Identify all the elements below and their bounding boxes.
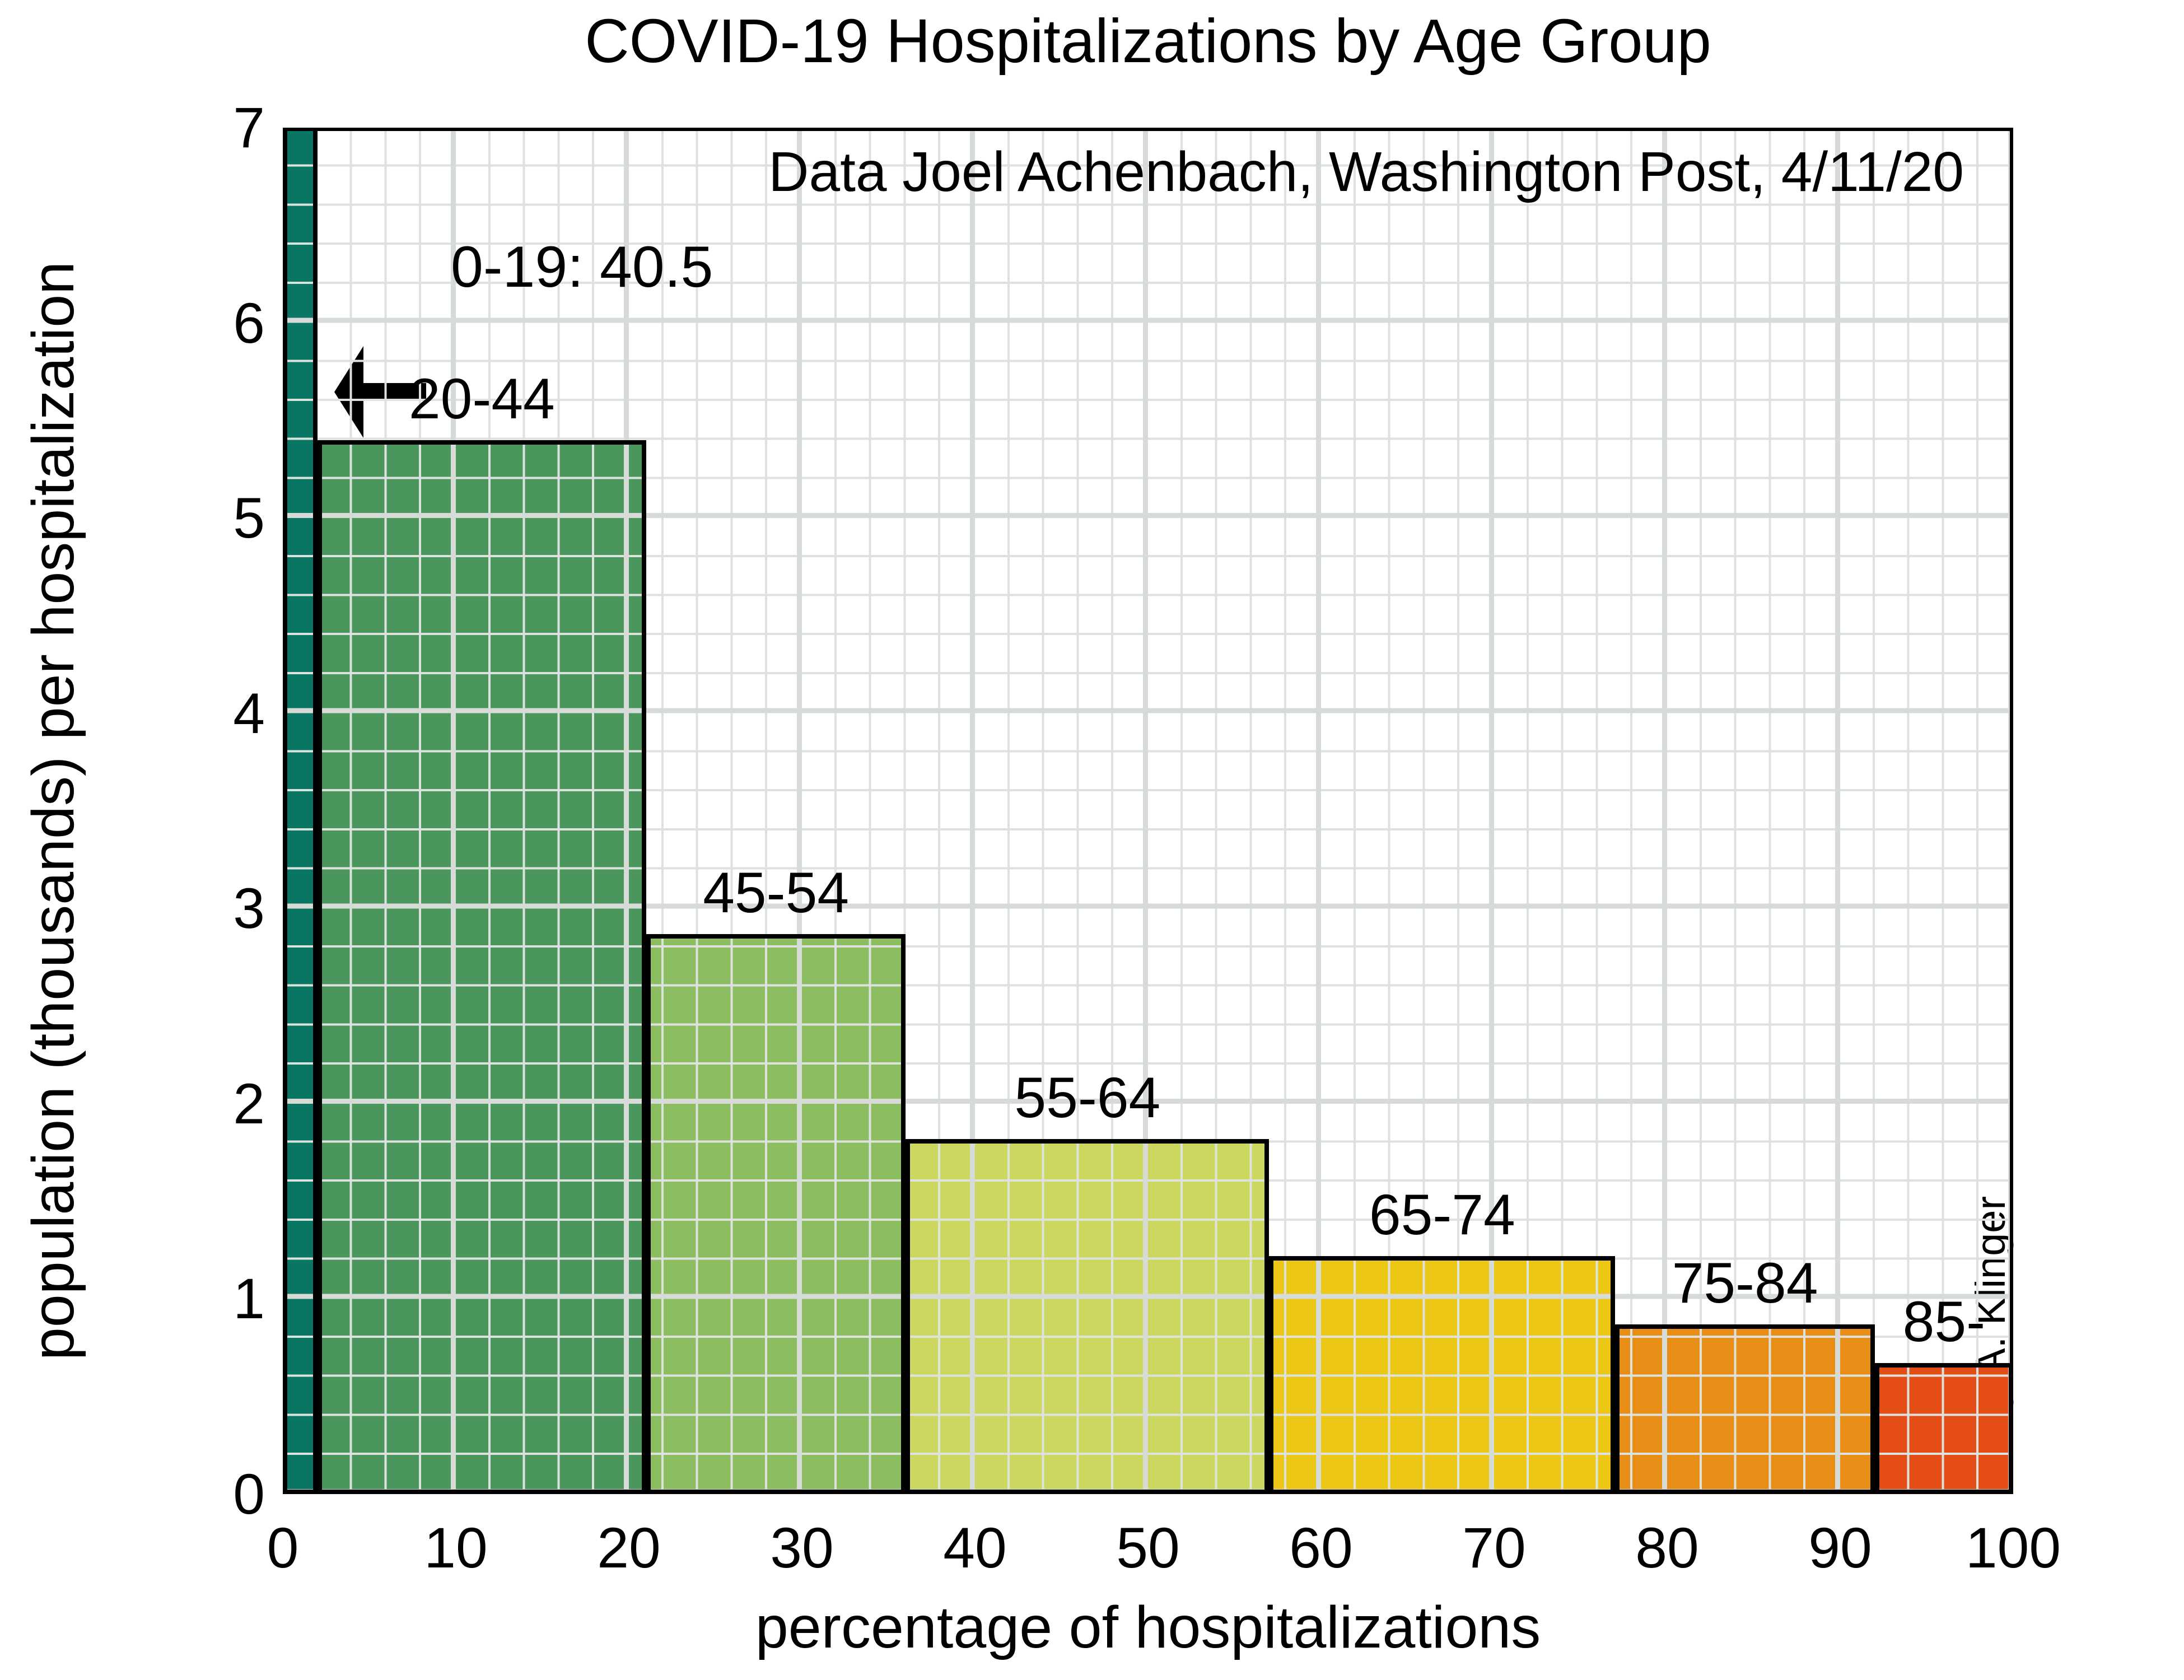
x-tick-label-90: 90 <box>1808 1516 1872 1580</box>
y-tick-label-0: 0 <box>233 1462 265 1526</box>
x-tick-label-20: 20 <box>597 1516 661 1580</box>
y-tick-label-5: 5 <box>233 486 265 550</box>
bar-border-55-64 <box>906 1138 1270 1494</box>
bar-label-65-74: 65-74 <box>1369 1182 1515 1247</box>
x-tick-label-100: 100 <box>1965 1516 2061 1580</box>
grid-overlay <box>283 128 2013 1494</box>
y-tick-label-2: 2 <box>233 1071 265 1136</box>
y-tick-label-7: 7 <box>233 96 265 160</box>
bar-border-45-54 <box>646 934 906 1494</box>
x-tick-label-70: 70 <box>1462 1516 1526 1580</box>
chart-title: COVID-19 Hospitalizations by Age Group <box>585 7 1711 76</box>
y-tick-label-4: 4 <box>233 681 265 745</box>
bar-label-20-44: 20-44 <box>408 366 555 431</box>
y-axis-title: population (thousands) per hospitalizati… <box>20 261 86 1361</box>
x-axis-title: percentage of hospitalizations <box>755 1594 1541 1660</box>
offscale-value-label: 0-19: 40.5 <box>451 235 713 300</box>
plot-area: Data Joel Achenbach, Washington Post, 4/… <box>283 128 2013 1494</box>
y-tick-label-6: 6 <box>233 291 265 355</box>
bar-label-45-54: 45-54 <box>703 860 850 925</box>
data-source-note: Data Joel Achenbach, Washington Post, 4/… <box>768 141 1964 203</box>
bar-label-75-84: 75-84 <box>1672 1250 1818 1315</box>
bar-border-85- <box>1874 1363 2013 1494</box>
bar-label-85-: 85- <box>1902 1290 1986 1354</box>
x-tick-label-0: 0 <box>267 1516 299 1580</box>
x-tick-label-10: 10 <box>424 1516 488 1580</box>
y-tick-label-3: 3 <box>233 876 265 941</box>
x-tick-label-30: 30 <box>770 1516 834 1580</box>
x-tick-label-50: 50 <box>1116 1516 1180 1580</box>
y-tick-label-1: 1 <box>233 1267 265 1331</box>
bar-border-0-19 <box>283 128 318 1494</box>
x-tick-label-40: 40 <box>943 1516 1007 1580</box>
x-tick-label-80: 80 <box>1635 1516 1699 1580</box>
x-tick-label-60: 60 <box>1289 1516 1353 1580</box>
bar-border-20-44 <box>317 440 646 1494</box>
bar-label-55-64: 55-64 <box>1014 1065 1161 1130</box>
